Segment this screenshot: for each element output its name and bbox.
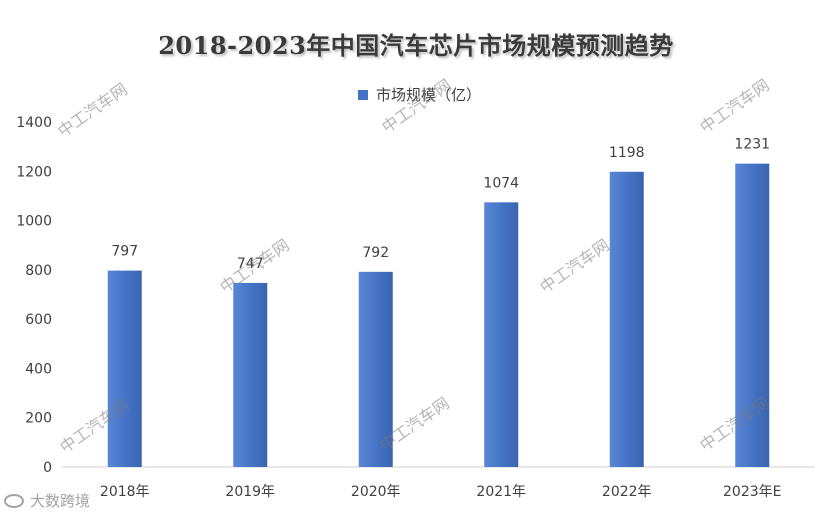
bar [107,270,142,467]
y-tick-label: 800 [25,263,52,279]
legend: 市场规模（亿） [358,84,481,105]
logo-text: 大数跨境 [30,492,91,510]
x-tick-label: 2018年 [100,484,150,500]
logo-icon [4,493,24,508]
y-tick-label: 400 [25,361,52,377]
chart-title: 2018-2023年中国汽车芯片市场规模预测趋势 [158,31,674,60]
bar [609,171,644,467]
bar-value-label: 1074 [483,175,519,191]
x-axis: 2018年 2019年 2020年 2021年 2022年 2023年E [100,484,782,500]
bar-value-label: 1231 [734,137,770,153]
x-tick-label: 2023年E [723,484,781,500]
bar [735,163,770,467]
legend-label: 市场规模（亿） [376,86,482,104]
bars-group: 797 747 792 1074 1198 1231 [107,137,770,468]
bar-value-label: 797 [111,244,138,260]
bar [233,282,268,467]
bar-value-label: 792 [362,245,389,261]
legend-swatch [358,89,368,100]
bar [484,202,519,468]
x-tick-label: 2021年 [476,484,526,500]
bar [358,271,393,467]
bar-value-label: 1198 [609,145,645,161]
y-tick-label: 600 [25,312,52,328]
y-tick-label: 1000 [16,214,52,230]
x-tick-label: 2022年 [602,484,652,500]
x-tick-label: 2020年 [351,484,401,500]
y-tick-label: 1400 [16,115,52,131]
y-tick-label: 0 [43,460,52,476]
x-tick-label: 2019年 [225,484,275,500]
logo: 大数跨境 [4,490,90,511]
bar-value-label: 747 [237,256,264,272]
y-tick-label: 200 [25,411,52,427]
y-axis: 0 200 400 600 800 1000 1200 1400 [16,115,52,476]
y-tick-label: 1200 [16,164,52,180]
